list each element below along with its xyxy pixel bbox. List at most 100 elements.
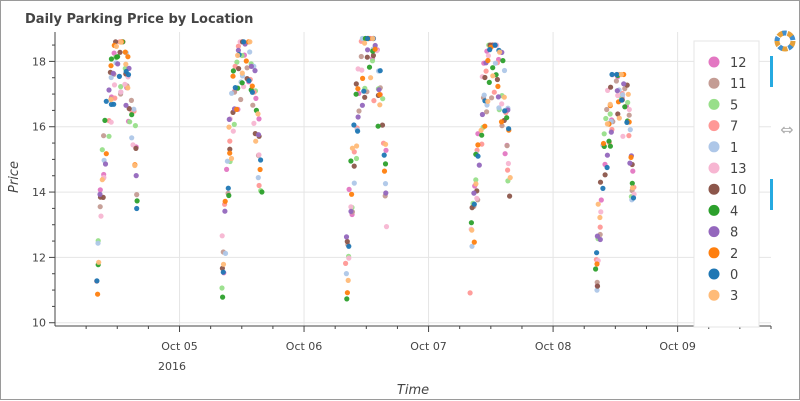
scatter-point [625, 99, 631, 106]
scatter-point [351, 122, 357, 128]
x-tick-label: Oct 08 [535, 340, 572, 353]
scatter-point [368, 75, 374, 81]
scatter-point [608, 129, 614, 135]
scatter-point [97, 187, 103, 193]
scatter-point [244, 65, 250, 71]
scatter-point [383, 141, 389, 147]
scatter-point [359, 102, 365, 108]
scatter-point [500, 58, 506, 64]
scatter-point [358, 53, 364, 60]
scatter-point [255, 132, 262, 138]
scatter-point [256, 116, 262, 122]
x-axis-title: Time [397, 383, 429, 398]
scatter-point [467, 290, 473, 296]
scatter-point [123, 61, 129, 67]
scatter-point [129, 135, 135, 141]
scatter-point [604, 152, 611, 158]
scatter-point [252, 68, 258, 74]
scatter-point [377, 68, 383, 74]
scatter-point [604, 106, 610, 113]
scatter-point [126, 106, 132, 112]
y-axis-title: Price [7, 161, 22, 193]
scatter-point [595, 201, 601, 207]
scatter-point [349, 191, 355, 197]
scatter-point [227, 138, 233, 144]
scatter-point [133, 173, 139, 179]
scatter-point [478, 127, 484, 133]
scatter-point [469, 243, 475, 249]
scatter-point [110, 70, 116, 76]
scatter-point [499, 123, 505, 129]
scatter-point [117, 49, 123, 55]
scatter-point [134, 198, 140, 204]
scatter-point [475, 142, 481, 148]
scatter-point [490, 73, 496, 79]
scatter-point [615, 111, 621, 117]
scatter-point [490, 65, 496, 71]
scatter-point [236, 66, 242, 72]
scatter-point [95, 240, 101, 246]
scatter-point [222, 208, 228, 214]
scatter-point [608, 84, 614, 90]
scatter-point [125, 85, 131, 91]
legend: 12 11 5 7 1 13 10 4 8 2 0 3 [693, 40, 760, 328]
scatter-point [381, 168, 388, 174]
scatter-point [601, 131, 607, 137]
scatter-point [381, 152, 387, 158]
legend-label: 2 [730, 247, 738, 262]
scatter-point [253, 138, 259, 144]
scatter-point [382, 161, 389, 167]
scatter-point [228, 155, 235, 162]
scatter-point [106, 133, 112, 139]
scatter-point [626, 112, 632, 118]
scatter-point [620, 133, 626, 139]
scatter-point [481, 92, 487, 98]
scatter-point [594, 283, 601, 289]
svg-text:⇔: ⇔ [780, 120, 793, 139]
scatter-point [115, 61, 121, 67]
legend-label: 13 [730, 162, 747, 177]
scatter-point [123, 102, 129, 108]
scatter-point [361, 88, 367, 94]
scatter-point [627, 160, 633, 166]
scatter-point [594, 287, 600, 293]
scatter-point [593, 266, 599, 272]
legend-marker [708, 98, 720, 110]
scatter-point [362, 40, 368, 46]
bokeh-logo-icon[interactable] [774, 30, 796, 52]
scatter-point [95, 291, 101, 297]
legend-label: 4 [730, 204, 738, 219]
scatter-point [355, 128, 361, 134]
scatter-point [235, 47, 241, 53]
scatter-point [234, 59, 240, 65]
scatter-point [485, 98, 491, 104]
scatter-point [344, 290, 350, 296]
scatter-point [128, 97, 134, 103]
scatter-point [249, 83, 255, 89]
scatter-point [607, 143, 614, 149]
scatter-point [491, 89, 497, 95]
scatter-point [505, 167, 511, 173]
scatter-point [222, 198, 228, 204]
scatter-point [375, 123, 381, 129]
scatter-point [132, 123, 138, 129]
scatter-point [132, 162, 138, 169]
scatter-point [482, 123, 488, 129]
x-tick-label: Oct 05 [161, 340, 198, 353]
legend-marker [708, 120, 720, 132]
legend-box [693, 40, 760, 328]
scatter-point [383, 224, 390, 230]
scatter-point [235, 43, 241, 49]
toolbar-active-indicator-2 [770, 179, 773, 210]
scatter-point [99, 177, 105, 183]
scatter-point [344, 238, 350, 245]
scatter-point [499, 101, 505, 107]
scatter-point [256, 152, 262, 158]
scatter-point [251, 120, 257, 126]
scatter-point [626, 133, 632, 139]
scatter-point [227, 146, 233, 152]
scatter-point [495, 94, 501, 100]
pan-tool-icon[interactable]: ⇔ [777, 101, 797, 151]
